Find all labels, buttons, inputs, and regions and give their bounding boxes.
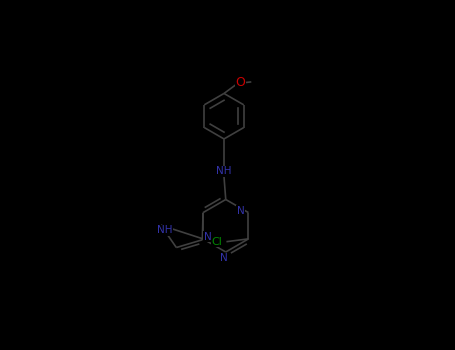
Text: NH: NH — [216, 167, 232, 176]
Text: Cl: Cl — [212, 237, 222, 247]
Text: N: N — [204, 232, 212, 242]
Text: N: N — [237, 206, 245, 216]
Text: NH: NH — [157, 225, 173, 236]
Text: O: O — [235, 76, 245, 89]
Text: N: N — [220, 253, 228, 263]
